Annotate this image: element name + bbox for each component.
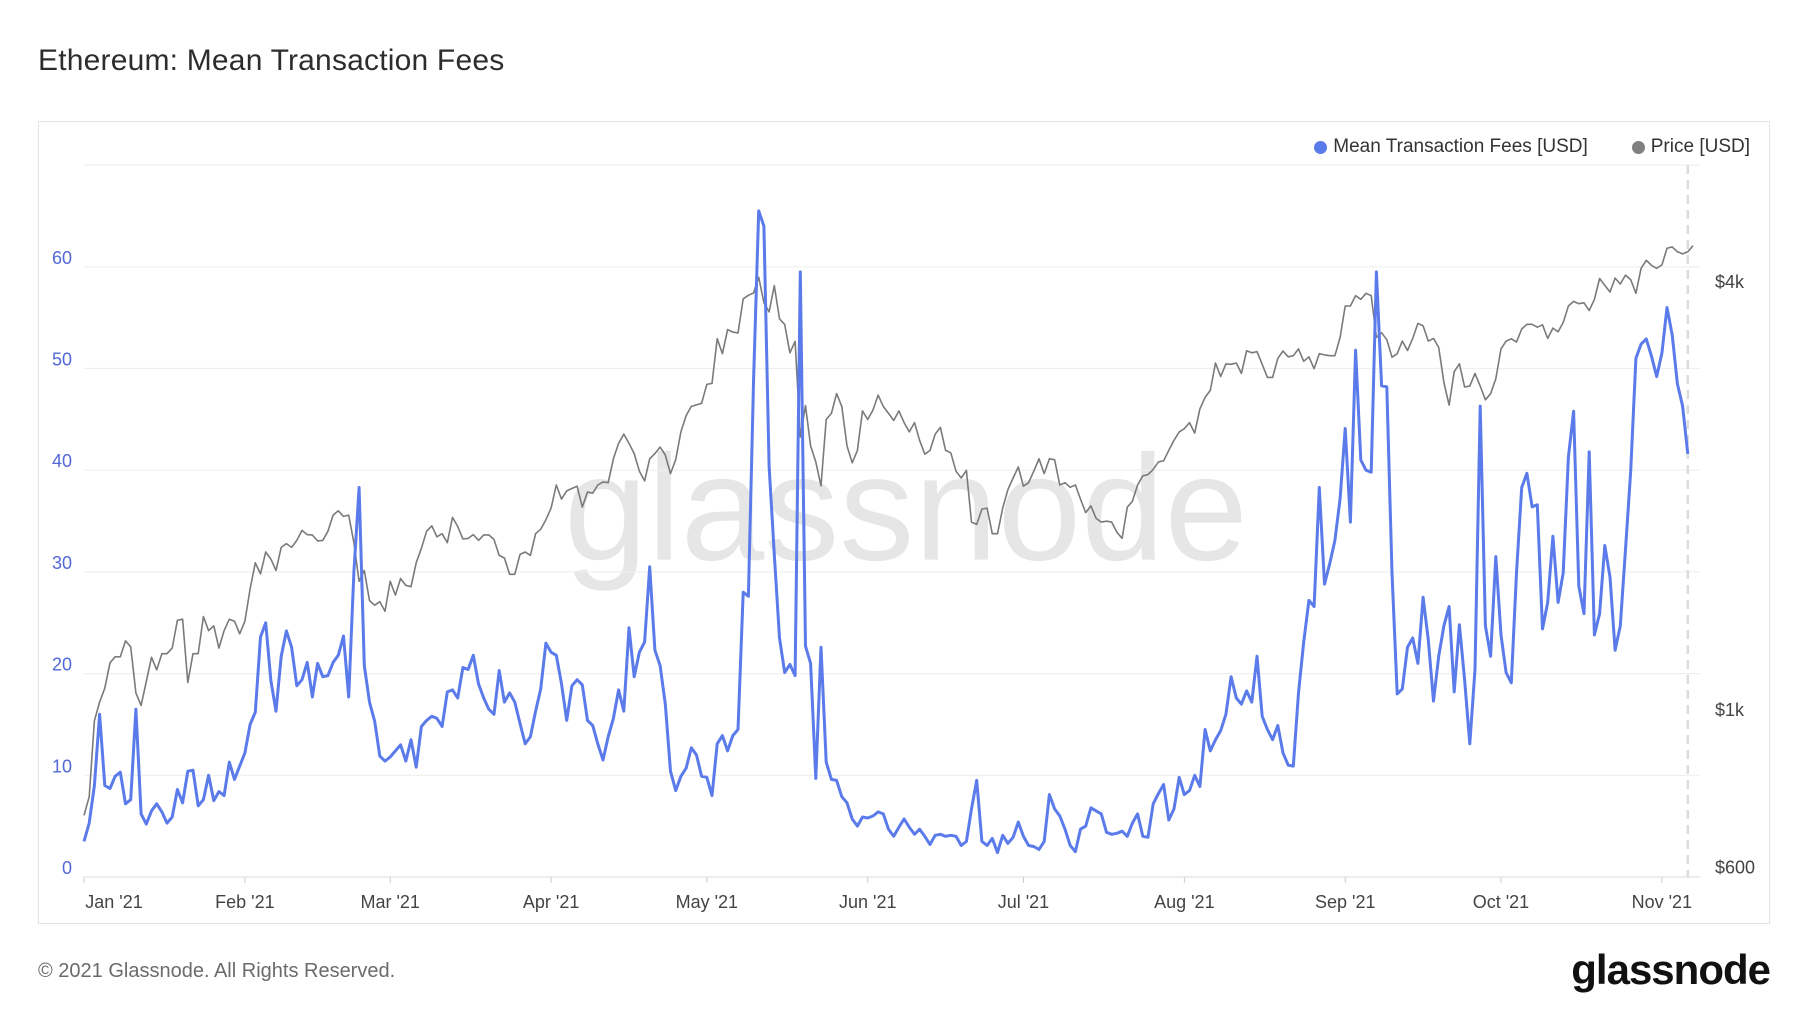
left-axis: 0 10 20 30 40 50 60 xyxy=(52,248,72,878)
x-tick-label: Nov '21 xyxy=(1632,892,1692,912)
chart-frame xyxy=(38,121,1770,924)
x-axis: Jan '21 Feb '21 Mar '21 Apr '21 May '21 Jun '… xyxy=(83,877,1692,912)
price-line xyxy=(83,245,1694,816)
legend: Mean Transaction Fees [USD] Price [USD] xyxy=(1314,136,1750,158)
left-tick-label: 50 xyxy=(52,350,72,370)
left-tick-label: 60 xyxy=(52,248,72,268)
copyright: © 2021 Glassnode. All Rights Reserved. xyxy=(38,960,396,982)
x-tick-label: Sep '21 xyxy=(1315,892,1376,912)
x-tick-label: Jul '21 xyxy=(998,892,1049,912)
left-tick-label: 10 xyxy=(52,756,72,776)
left-tick-label: 20 xyxy=(52,655,72,675)
legend-item-price[interactable]: Price [USD] xyxy=(1631,136,1750,158)
series-lines xyxy=(82,209,1694,855)
fees-dot-icon xyxy=(1314,140,1328,154)
x-tick-label: May '21 xyxy=(676,892,738,912)
right-axis: $600 $1k $4k xyxy=(1715,272,1755,878)
price-dot-icon xyxy=(1631,140,1645,154)
right-tick-label: $600 xyxy=(1715,858,1755,878)
left-tick-label: 40 xyxy=(52,451,72,471)
page-title: Ethereum: Mean Transaction Fees xyxy=(38,44,505,77)
x-tick-label: Apr '21 xyxy=(523,892,579,912)
right-tick-label: $1k xyxy=(1715,700,1745,720)
x-tick-label: Oct '21 xyxy=(1473,892,1529,912)
watermark: glassnode xyxy=(564,424,1248,592)
x-tick-label: Jun '21 xyxy=(839,892,896,912)
x-tick-label: Jan '21 xyxy=(85,892,142,912)
x-tick-label: Feb '21 xyxy=(215,892,274,912)
x-tick-label: Aug '21 xyxy=(1154,892,1215,912)
right-tick-label: $4k xyxy=(1715,272,1745,292)
legend-item-fees[interactable]: Mean Transaction Fees [USD] xyxy=(1314,136,1588,158)
fees-line xyxy=(82,209,1690,855)
legend-label-fees: Mean Transaction Fees [USD] xyxy=(1333,136,1588,157)
x-tick-label: Mar '21 xyxy=(360,892,419,912)
left-tick-label: 30 xyxy=(52,553,72,573)
legend-label-price: Price [USD] xyxy=(1650,136,1750,157)
glassnode-logo[interactable]: glassnode xyxy=(1571,946,1771,993)
left-tick-label: 0 xyxy=(62,858,72,878)
